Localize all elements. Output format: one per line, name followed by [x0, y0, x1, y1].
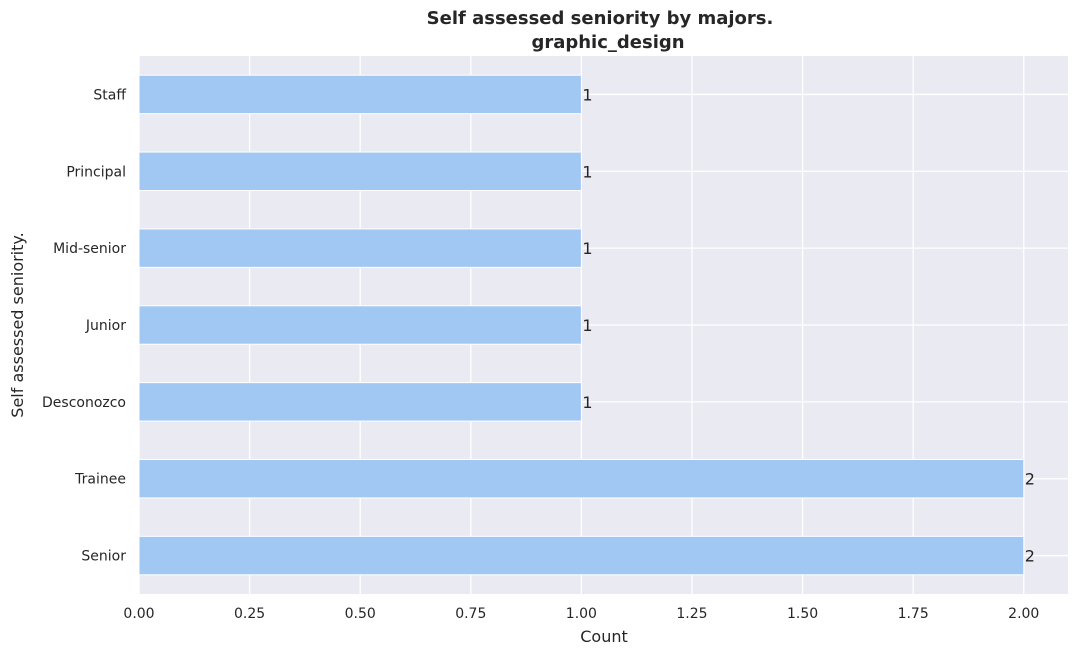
bar-value-label: 1 — [582, 316, 592, 335]
y-tick-label: Staff — [93, 87, 126, 103]
bar-value-label: 2 — [1025, 470, 1035, 489]
bar-value-label: 2 — [1025, 547, 1035, 566]
x-tick-label: 1.50 — [787, 606, 818, 622]
bar — [138, 74, 582, 115]
bar — [138, 382, 582, 422]
bars — [138, 74, 1025, 576]
x-tick-label: 0.50 — [345, 606, 376, 622]
chart-title: Self assessed seniority by majors. — [427, 8, 774, 29]
bar-value-label: 1 — [582, 85, 592, 104]
y-tick-label: Mid-senior — [53, 241, 126, 257]
bar-value-label: 1 — [582, 162, 592, 181]
y-tick-label: Junior — [85, 318, 126, 334]
y-tick-label: Desconozco — [42, 395, 126, 411]
y-axis-label: Self assessed seniority. — [8, 232, 27, 417]
x-tick-label: 0.25 — [234, 606, 265, 622]
x-tick-label: 2.00 — [1008, 606, 1039, 622]
x-tick-label: 1.00 — [566, 606, 597, 622]
x-tick-labels: 0.00 0.25 0.50 0.75 1.00 1.25 1.50 1.75 2.00 — [123, 606, 1039, 622]
x-tick-label: 0.75 — [455, 606, 486, 622]
y-tick-label: Senior — [81, 549, 126, 565]
data-labels: 1 1 1 1 1 2 2 — [582, 85, 1035, 565]
x-tick-label: 1.25 — [676, 606, 707, 622]
bar — [138, 459, 1025, 499]
y-tick-label: Trainee — [74, 472, 126, 488]
bar-value-label: 1 — [582, 239, 592, 258]
x-tick-label: 0.00 — [123, 606, 154, 622]
chart-subtitle: graphic_design — [531, 32, 684, 53]
y-tick-labels: Staff Principal Mid-senior Junior Desconozco… — [42, 87, 126, 564]
bar — [138, 228, 582, 268]
bar — [138, 535, 1025, 576]
bar — [138, 305, 582, 345]
bar-value-label: 1 — [582, 393, 592, 412]
x-axis-label: Count — [580, 627, 628, 646]
bar — [138, 151, 582, 191]
y-tick-label: Principal — [66, 164, 126, 180]
x-tick-label: 1.75 — [898, 606, 929, 622]
